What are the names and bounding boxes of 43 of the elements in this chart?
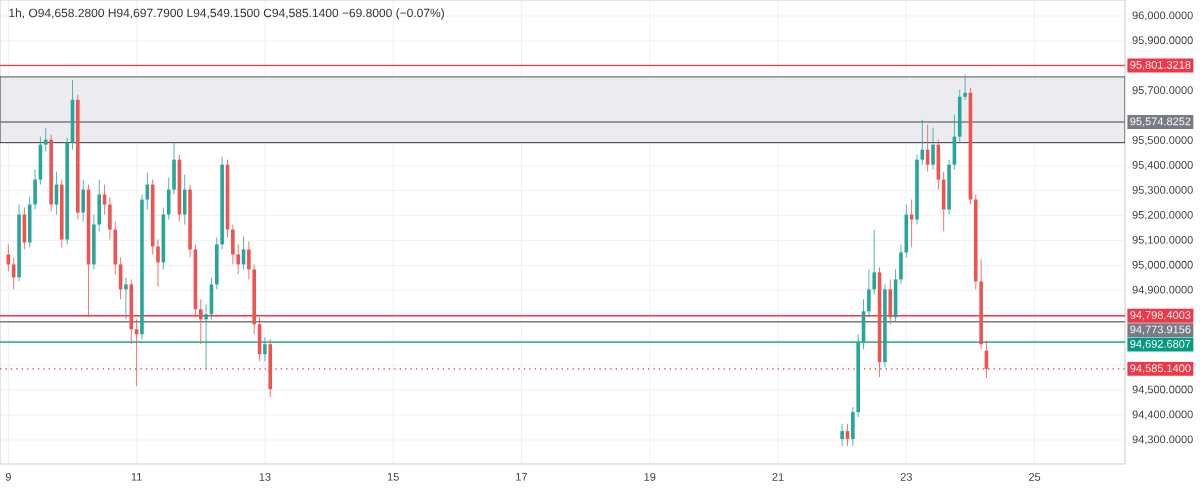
y-tick-label: 95,200.0000 bbox=[1132, 210, 1193, 221]
x-tick-label: 11 bbox=[131, 473, 142, 481]
candlestick bbox=[872, 229, 877, 295]
y-tick-label: 95,500.0000 bbox=[1132, 136, 1193, 146]
x-tick-label: 19 bbox=[644, 473, 656, 481]
candlestick bbox=[156, 239, 160, 287]
ref-line-label: 94,692.6807 bbox=[1130, 339, 1191, 350]
candlestick bbox=[204, 303, 208, 370]
x-tick-label: 9 bbox=[5, 473, 11, 481]
x-tick-label: 25 bbox=[1029, 473, 1041, 481]
y-tick-label: 95,300.0000 bbox=[1132, 186, 1193, 196]
candlestick bbox=[931, 127, 935, 171]
y-tick-label: 95,900.0000 bbox=[1132, 36, 1193, 46]
y-tick-label: 95,400.0000 bbox=[1132, 161, 1193, 171]
candlestick bbox=[198, 298, 203, 345]
y-tick-label: 94,900.0000 bbox=[1132, 285, 1193, 295]
ref-line-label: 94,773.9156 bbox=[1130, 325, 1191, 335]
y-tick-label: 94,400.0000 bbox=[1132, 410, 1193, 420]
candlestick bbox=[263, 336, 267, 362]
y-tick-label: 94,300.0000 bbox=[1132, 435, 1193, 445]
ref-line-label: 95,801.3218 bbox=[1130, 60, 1191, 71]
candlestick bbox=[840, 423, 844, 447]
y-tick-label: 95,100.0000 bbox=[1132, 235, 1193, 246]
candlestick bbox=[43, 127, 48, 153]
candlestick bbox=[236, 244, 240, 275]
candlestick bbox=[81, 179, 85, 222]
candlestick bbox=[963, 74, 967, 101]
y-tick-label: 94,500.0000 bbox=[1132, 385, 1193, 395]
x-tick-label: 21 bbox=[772, 473, 784, 481]
y-tick-label: 95,000.0000 bbox=[1132, 260, 1193, 270]
candlestick bbox=[867, 269, 871, 318]
x-tick-label: 17 bbox=[516, 473, 528, 481]
x-tick-label: 13 bbox=[259, 473, 271, 481]
ref-line-label: 94,798.4003 bbox=[1130, 311, 1191, 321]
y-tick-label: 95,700.0000 bbox=[1132, 86, 1193, 96]
y-tick-label: 96,000.0000 bbox=[1132, 11, 1193, 21]
x-tick-label: 15 bbox=[387, 473, 399, 481]
candlestick bbox=[247, 241, 251, 280]
ref-line-label: 95,574.8252 bbox=[1130, 117, 1191, 127]
ref-line-label: 94,585.1400 bbox=[1130, 364, 1191, 374]
text: 1h, O94,658.2800 H94,697.7900 L94,549.1500 C94,585.1400 −69.8000 (−0.07%) bbox=[9, 8, 444, 20]
x-tick-label: 23 bbox=[900, 473, 912, 481]
candlestick bbox=[124, 276, 128, 320]
